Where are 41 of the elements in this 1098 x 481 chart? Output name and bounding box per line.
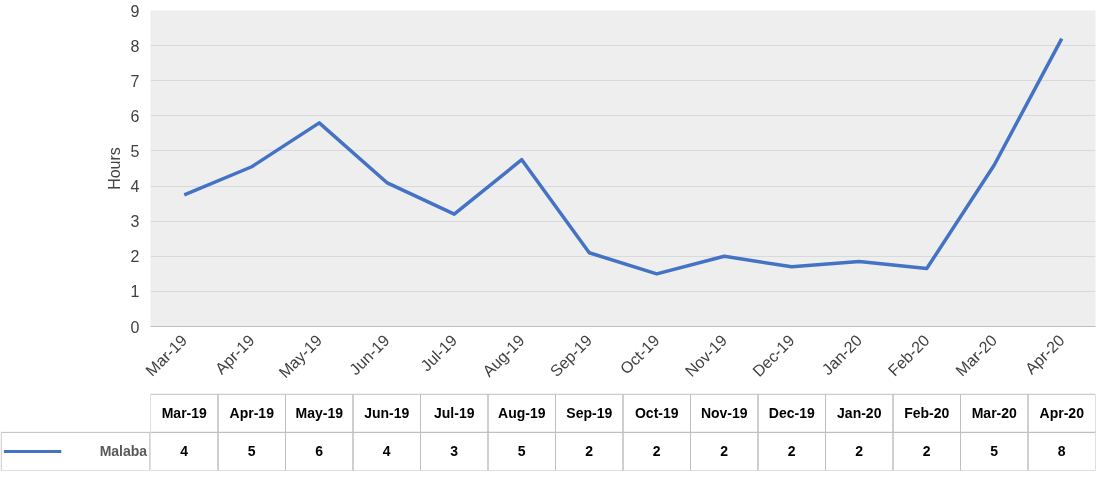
y-axis-title: Hours	[105, 147, 123, 190]
data-label: 2	[585, 443, 594, 460]
data-label: 2	[855, 443, 864, 460]
category-label: Mar-20	[971, 405, 1017, 422]
data-label: 5	[517, 443, 526, 460]
y-tick-label: 6	[130, 107, 140, 125]
category-label: Aug-19	[498, 405, 546, 422]
y-tick-label: 9	[130, 2, 140, 20]
category-label: Feb-20	[904, 405, 950, 422]
category-label: Apr-20	[1039, 405, 1084, 422]
y-tick-label: 7	[130, 72, 140, 90]
data-label: 5	[247, 443, 256, 460]
data-label: 8	[1057, 443, 1066, 460]
data-label: 2	[652, 443, 661, 460]
data-label: 5	[990, 443, 999, 460]
category-label: May-19	[295, 405, 343, 422]
y-tick-label: 4	[130, 178, 140, 196]
data-label: 6	[315, 443, 324, 460]
line-series	[182, 36, 1064, 276]
category-label: Jun-19	[364, 405, 410, 422]
y-tick-label: 8	[130, 37, 140, 55]
data-label: 3	[450, 443, 459, 460]
text: Malaba	[99, 443, 148, 460]
category-label: Mar-19	[161, 405, 207, 422]
data-label: 2	[787, 443, 796, 460]
data-label: 2	[922, 443, 931, 460]
category-label: Sep-19	[566, 405, 613, 422]
y-tick-label: 0	[130, 318, 140, 336]
y-tick-label: 1	[130, 283, 140, 301]
category-label: Jul-19	[434, 405, 475, 422]
category-label: Dec-19	[768, 405, 815, 422]
data-label: 4	[180, 443, 189, 460]
data-label: 4	[382, 443, 391, 460]
category-label: Apr-19	[229, 405, 274, 422]
y-tick-label: 5	[130, 142, 140, 160]
category-label: Oct-19	[634, 405, 679, 422]
category-label: Nov-19	[700, 405, 748, 422]
data-label: 2	[720, 443, 729, 460]
y-tick-label: 3	[130, 213, 140, 231]
y-tick-label: 2	[130, 248, 140, 266]
category-label: Jan-20	[837, 405, 882, 422]
